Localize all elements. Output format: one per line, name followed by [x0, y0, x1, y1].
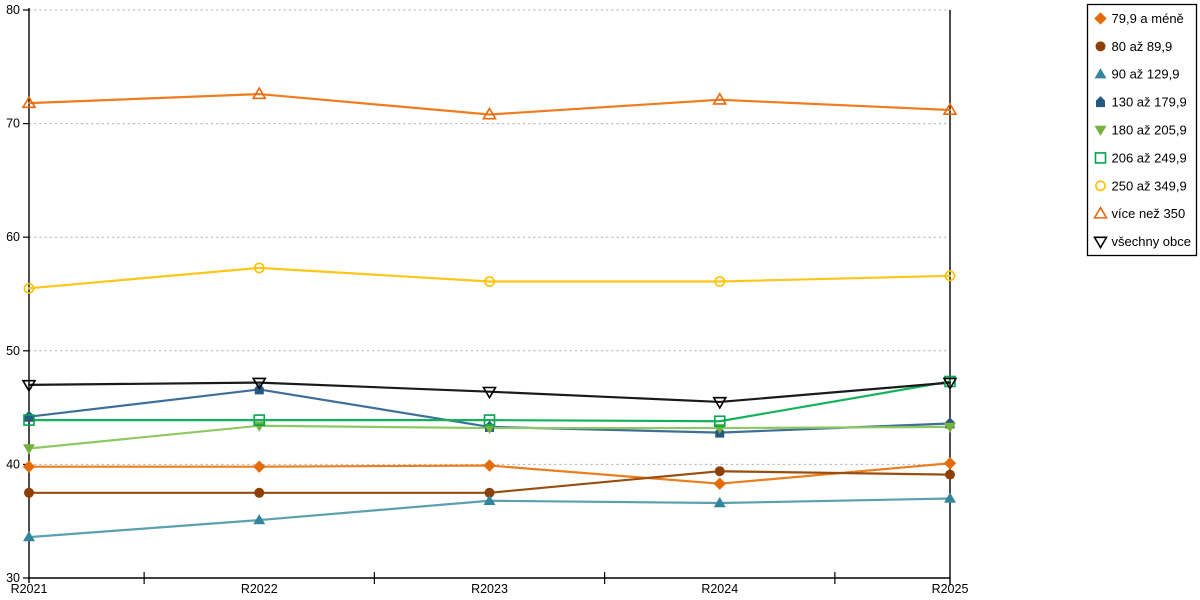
legend-marker: [1096, 96, 1105, 108]
data-point-marker: [713, 497, 726, 508]
legend-item-label: 79,9 a méně: [1112, 11, 1184, 26]
data-point-marker: [251, 86, 267, 100]
data-point-marker: [253, 414, 266, 426]
y-axis-tick-label: 50: [6, 344, 20, 358]
data-point-marker: [253, 262, 265, 274]
data-point-marker: [23, 531, 35, 542]
series-line: [27, 381, 952, 404]
data-point-marker: [22, 460, 36, 473]
legend-marker: [1094, 12, 1107, 25]
legend-marker: [1095, 41, 1106, 52]
data-point-marker: [714, 466, 725, 477]
data-point-marker: [23, 414, 35, 426]
x-axis-tick-label: R2024: [701, 582, 738, 596]
data-point-marker: [712, 92, 728, 105]
data-point-marker: [712, 396, 728, 410]
legend-marker: [1094, 125, 1107, 136]
data-point-marker: [483, 494, 496, 505]
data-point-marker: [254, 487, 265, 498]
legend-marker: [1095, 180, 1106, 192]
data-point-marker: [21, 379, 37, 393]
legend-marker: [1093, 236, 1108, 250]
legend-item-label: 80 až 89,9: [1112, 39, 1173, 54]
data-point-marker: [253, 421, 266, 432]
data-point-marker: [483, 423, 496, 435]
y-axis-tick-label: 30: [6, 571, 20, 585]
legend-item-label: 206 až 249,9: [1112, 150, 1187, 165]
legend-item-label: 130 až 179,9: [1112, 95, 1187, 110]
legend-item-label: všechny obce: [1112, 234, 1192, 249]
data-point-marker: [713, 477, 726, 490]
series-line: [27, 266, 952, 290]
x-axis-tick-label: R2022: [241, 582, 278, 596]
data-point-marker: [944, 492, 956, 503]
data-point-marker: [24, 487, 34, 498]
data-point-marker: [21, 95, 37, 109]
data-point-marker: [251, 377, 267, 391]
legend-item-label: 250 až 349,9: [1112, 178, 1187, 193]
series-line: [27, 92, 952, 116]
data-point-marker: [944, 422, 956, 433]
y-axis-tick-label: 70: [6, 117, 20, 131]
data-point-marker: [944, 270, 956, 282]
legend-box: [1086, 3, 1198, 257]
data-point-marker: [714, 276, 726, 287]
data-point-marker: [945, 469, 955, 480]
data-point-marker: [482, 106, 497, 120]
y-axis-tick-label: 80: [6, 3, 20, 17]
data-point-marker: [482, 386, 497, 400]
legend-item-label: 180 až 205,9: [1112, 123, 1187, 138]
data-point-marker: [253, 514, 266, 525]
data-point-marker: [483, 459, 496, 472]
x-axis-tick-label: R2021: [11, 582, 48, 596]
data-point-marker: [943, 457, 957, 470]
x-axis-tick-label: R2025: [932, 582, 969, 596]
data-point-marker: [942, 102, 958, 115]
data-point-marker: [253, 460, 266, 473]
data-point-marker: [23, 282, 35, 294]
data-point-marker: [713, 415, 726, 428]
legend-item-label: 90 až 129,9: [1112, 67, 1180, 82]
legend-marker: [1094, 152, 1107, 164]
legend-item-label: více než 350: [1112, 206, 1186, 221]
data-point-marker: [24, 410, 34, 422]
x-axis-tick-label: R2023: [471, 582, 508, 596]
y-axis-tick-label: 60: [6, 230, 20, 244]
data-point-marker: [23, 444, 35, 455]
y-axis-tick-label: 40: [6, 457, 20, 471]
legend-marker: [1094, 68, 1107, 79]
legend-marker: [1093, 206, 1108, 219]
data-point-marker: [484, 276, 495, 287]
series-line: [27, 380, 952, 423]
data-point-marker: [484, 487, 495, 498]
data-point-marker: [483, 414, 496, 426]
data-point-marker: [942, 377, 958, 391]
